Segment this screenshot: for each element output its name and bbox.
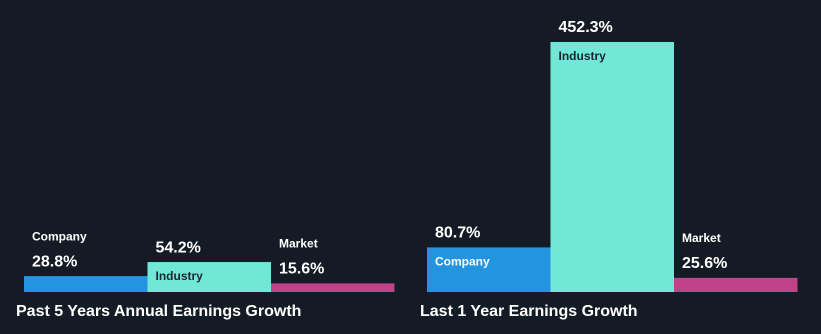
value-label: 80.7% [435,225,480,242]
bar [550,42,674,292]
chart-title: Last 1 Year Earnings Growth [420,303,638,320]
category-label: Market [682,231,721,245]
bar [271,283,395,292]
value-label: 28.8% [32,253,77,270]
bar [427,247,551,292]
chart-title: Past 5 Years Annual Earnings Growth [16,303,301,320]
bar [674,277,798,292]
value-label: 54.2% [156,239,201,256]
category-label: Company [435,255,490,269]
bar [147,262,271,292]
value-label: 15.6% [279,261,324,278]
value-label: 25.6% [682,255,727,272]
bar [24,276,148,292]
category-label: Company [32,229,87,243]
category-label: Market [279,237,318,251]
category-label: Industry [559,49,607,63]
value-label: 452.3% [559,19,613,36]
category-label: Industry [156,269,204,283]
